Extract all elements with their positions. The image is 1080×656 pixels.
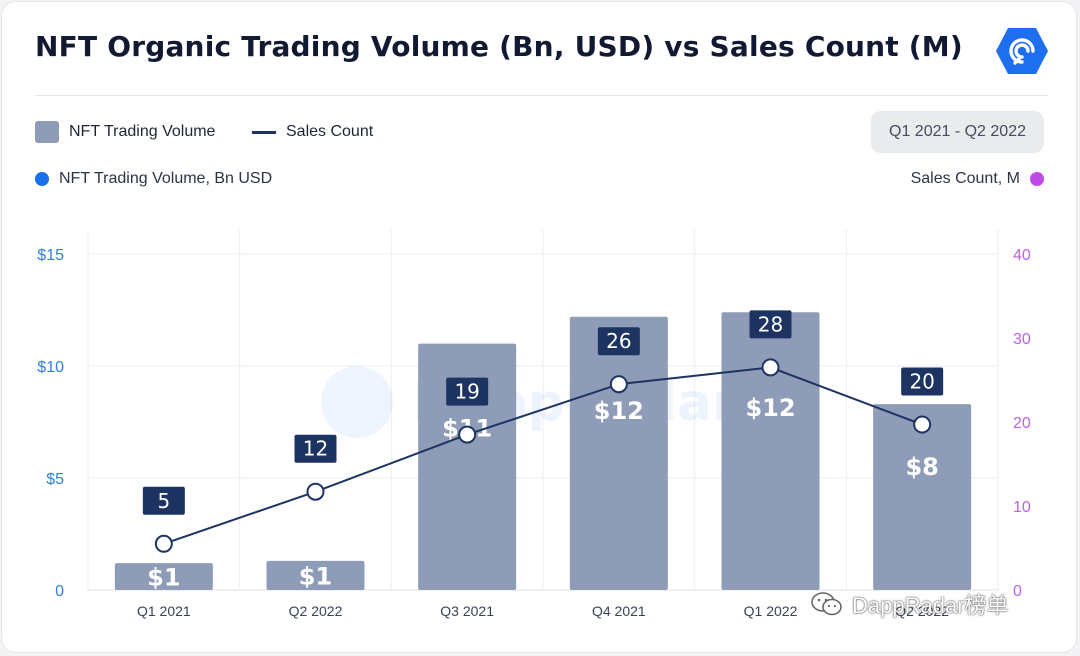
sales-count-data-label: 20 [909,370,934,394]
x-tick-label: Q1 2021 [137,603,191,619]
right-tick-label: 40 [1013,247,1031,264]
bar [114,563,213,590]
chart-title: NFT Organic Trading Volume (Bn, USD) vs … [35,30,963,63]
x-tick-label: Q1 2022 [744,603,798,619]
wechat-icon [811,592,842,616]
sales-count-point [609,375,628,394]
background-watermark: DappRadar [321,366,738,438]
sales-count-point [154,534,173,553]
legend-bar-swatch [35,121,59,143]
sales-count-point [458,425,477,444]
dappradar-logo-icon [996,28,1048,74]
sales-count-label-box [901,367,944,396]
bar [418,343,517,590]
right-tick-label: 10 [1013,499,1031,516]
sales-count-label-box [597,327,640,356]
sales-count-label-box [749,310,792,339]
left-axis-title-text: NFT Trading Volume, Bn USD [59,170,273,187]
right-tick-label: 20 [1013,415,1031,432]
right-axis-dot-icon [1030,172,1044,186]
x-tick-label: Q3 2021 [440,603,494,619]
left-axis-dot-icon [35,172,49,186]
bar [569,316,668,590]
legend-line-label: Sales Count [286,123,374,140]
bar-data-label: $12 [745,394,795,422]
left-tick-label: $15 [37,247,64,264]
x-tick-label: Q2 2022 [895,603,949,619]
overlay-watermark-text: DappRadar榜单 [852,593,1009,618]
bar [873,404,972,590]
right-tick-label: 30 [1013,331,1031,348]
sales-count-line [163,366,923,545]
bar-data-label: $12 [594,397,644,425]
sales-count-data-label: 5 [157,489,170,513]
overlay-watermark: DappRadar榜单 [810,588,1009,620]
sales-count-label-box [142,486,185,515]
sales-count-data-label: 12 [303,437,328,461]
legend-item-sales[interactable]: Sales Count [252,120,373,144]
legend-item-volume[interactable]: NFT Trading Volume [35,120,215,144]
x-tick-label: Q4 2021 [592,603,646,619]
sales-count-point [306,482,325,501]
right-tick-label: 0 [1013,583,1022,600]
left-tick-label: $5 [46,471,64,488]
sales-count-label-box [446,377,489,406]
left-tick-label: $10 [37,359,64,376]
legend-line-swatch [252,130,276,134]
sales-count-point [913,415,932,434]
sales-count-data-label: 19 [454,380,479,404]
bar [266,560,365,590]
period-selector[interactable]: Q1 2021 - Q2 2022 [871,111,1044,153]
background-watermark-icon [321,366,393,438]
left-tick-label: 0 [55,583,64,600]
legend-bar-label: NFT Trading Volume [69,123,216,140]
sales-count-label-box [294,434,337,463]
title-divider [35,95,1048,96]
x-tick-label: Q2 2022 [289,603,343,619]
right-axis-title: Sales Count, M [911,170,1044,188]
bar [721,312,820,590]
right-axis-title-text: Sales Count, M [910,170,1020,187]
sales-count-data-label: 28 [758,312,783,336]
sales-count-data-label: 26 [606,329,631,353]
left-axis-title: NFT Trading Volume, Bn USD [35,170,272,188]
bar-data-label: $8 [905,453,938,481]
sales-count-point [761,358,780,377]
bar-data-label: $1 [147,564,180,592]
bar-data-label: $1 [299,562,332,590]
